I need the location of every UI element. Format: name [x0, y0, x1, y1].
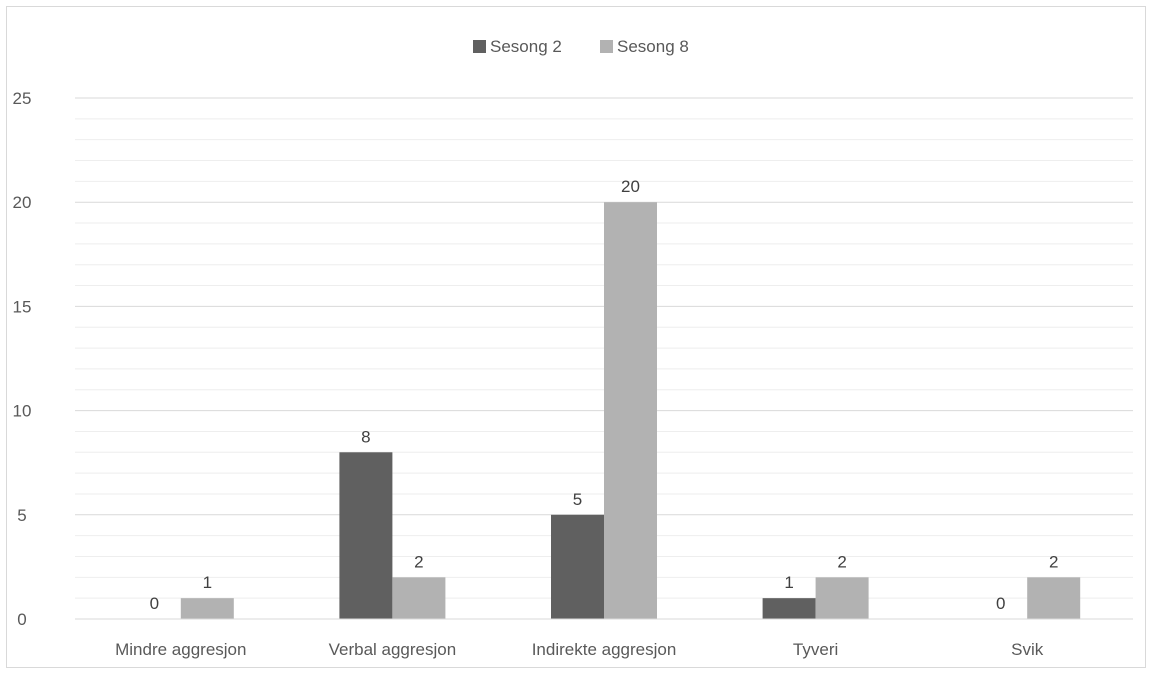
legend-swatch [600, 40, 613, 53]
y-tick-label: 15 [13, 297, 32, 316]
data-label: 2 [1049, 552, 1058, 571]
y-tick-label: 25 [13, 89, 32, 108]
x-category-label: Svik [1011, 640, 1044, 659]
legend-label: Sesong 8 [617, 37, 689, 56]
y-tick-label: 20 [13, 193, 32, 212]
y-tick-label: 10 [13, 402, 32, 421]
x-category-label: Indirekte aggresjon [532, 640, 677, 659]
bar-sesong-8 [815, 577, 869, 619]
bar-sesong-8 [180, 598, 234, 619]
data-label: 20 [621, 177, 640, 196]
data-label: 1 [203, 573, 212, 592]
bar-sesong-2 [551, 514, 604, 619]
data-label: 1 [784, 573, 793, 592]
data-label: 0 [150, 594, 159, 613]
bar-sesong-2 [762, 598, 816, 619]
data-label: 2 [837, 552, 846, 571]
x-category-label: Verbal aggresjon [329, 640, 457, 659]
bar-sesong-8 [1027, 577, 1081, 619]
data-label: 5 [573, 490, 582, 509]
legend-label: Sesong 2 [490, 37, 562, 56]
y-tick-label: 0 [17, 610, 26, 629]
y-tick-label: 5 [17, 506, 26, 525]
data-label: 0 [996, 594, 1005, 613]
data-label: 8 [361, 427, 370, 446]
x-category-label: Tyveri [793, 640, 838, 659]
legend-swatch [473, 40, 486, 53]
bar-sesong-2 [339, 452, 393, 619]
x-category-label: Mindre aggresjon [115, 640, 246, 659]
data-label: 2 [414, 552, 423, 571]
bar-sesong-8 [604, 202, 657, 619]
bar-sesong-8 [392, 577, 446, 619]
